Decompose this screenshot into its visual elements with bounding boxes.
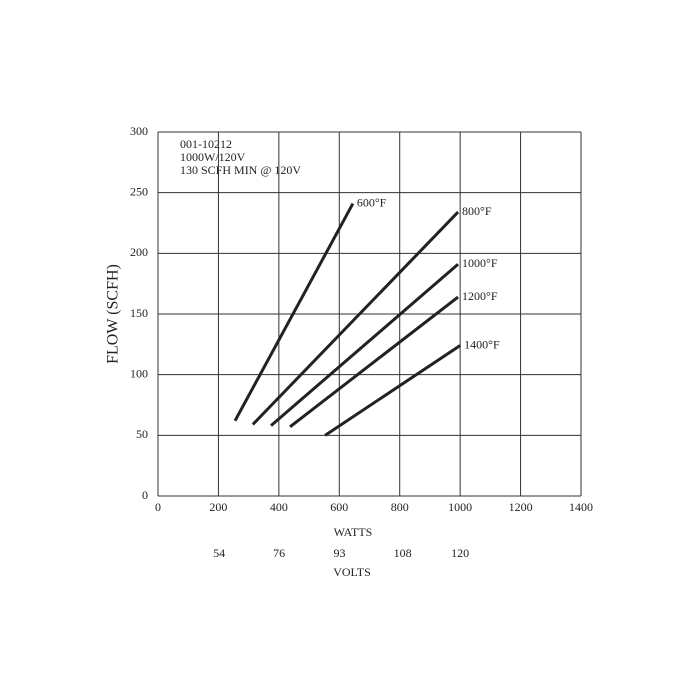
annotation: 130 SCFH MIN @ 120V (180, 163, 301, 177)
series-label: 1200°F (462, 289, 498, 303)
x-tick-label: 200 (209, 500, 227, 514)
y-tick-label: 150 (130, 306, 148, 320)
x-tick-label: 1400 (569, 500, 593, 514)
y-axis-label: FLOW (SCFH) (105, 264, 122, 364)
series-label: 1400°F (464, 337, 500, 351)
x2-tick-label: 76 (273, 546, 285, 560)
y-tick-label: 0 (142, 488, 148, 502)
y-tick-label: 250 (130, 184, 148, 198)
x2-tick-label: 108 (394, 546, 412, 560)
x-tick-label: 1200 (509, 500, 533, 514)
series-label: 1000°F (462, 256, 498, 270)
x2-tick-label: 93 (333, 546, 345, 560)
data-line (270, 263, 460, 427)
data-line (251, 211, 460, 426)
y-tick-label: 50 (136, 427, 148, 441)
y-tick-label: 300 (130, 124, 148, 138)
x-tick-label: 1000 (448, 500, 472, 514)
x-axis-label: WATTS (334, 525, 373, 539)
annotation: 1000W/120V (180, 150, 246, 164)
x-tick-label: 800 (391, 500, 409, 514)
series-label: 800°F (462, 204, 492, 218)
x-tick-label: 400 (270, 500, 288, 514)
x2-tick-label: 120 (451, 546, 469, 560)
x-tick-label: 600 (330, 500, 348, 514)
data-line (324, 344, 461, 437)
x-tick-label: 0 (155, 500, 161, 514)
annotation: 001-10212 (180, 137, 232, 151)
data-line (289, 295, 459, 429)
series-label: 600°F (357, 195, 387, 209)
x2-axis-label: VOLTS (333, 565, 371, 579)
y-tick-label: 100 (130, 366, 148, 380)
y-tick-label: 200 (130, 245, 148, 259)
data-line (233, 202, 355, 422)
x2-tick-label: 54 (213, 546, 225, 560)
